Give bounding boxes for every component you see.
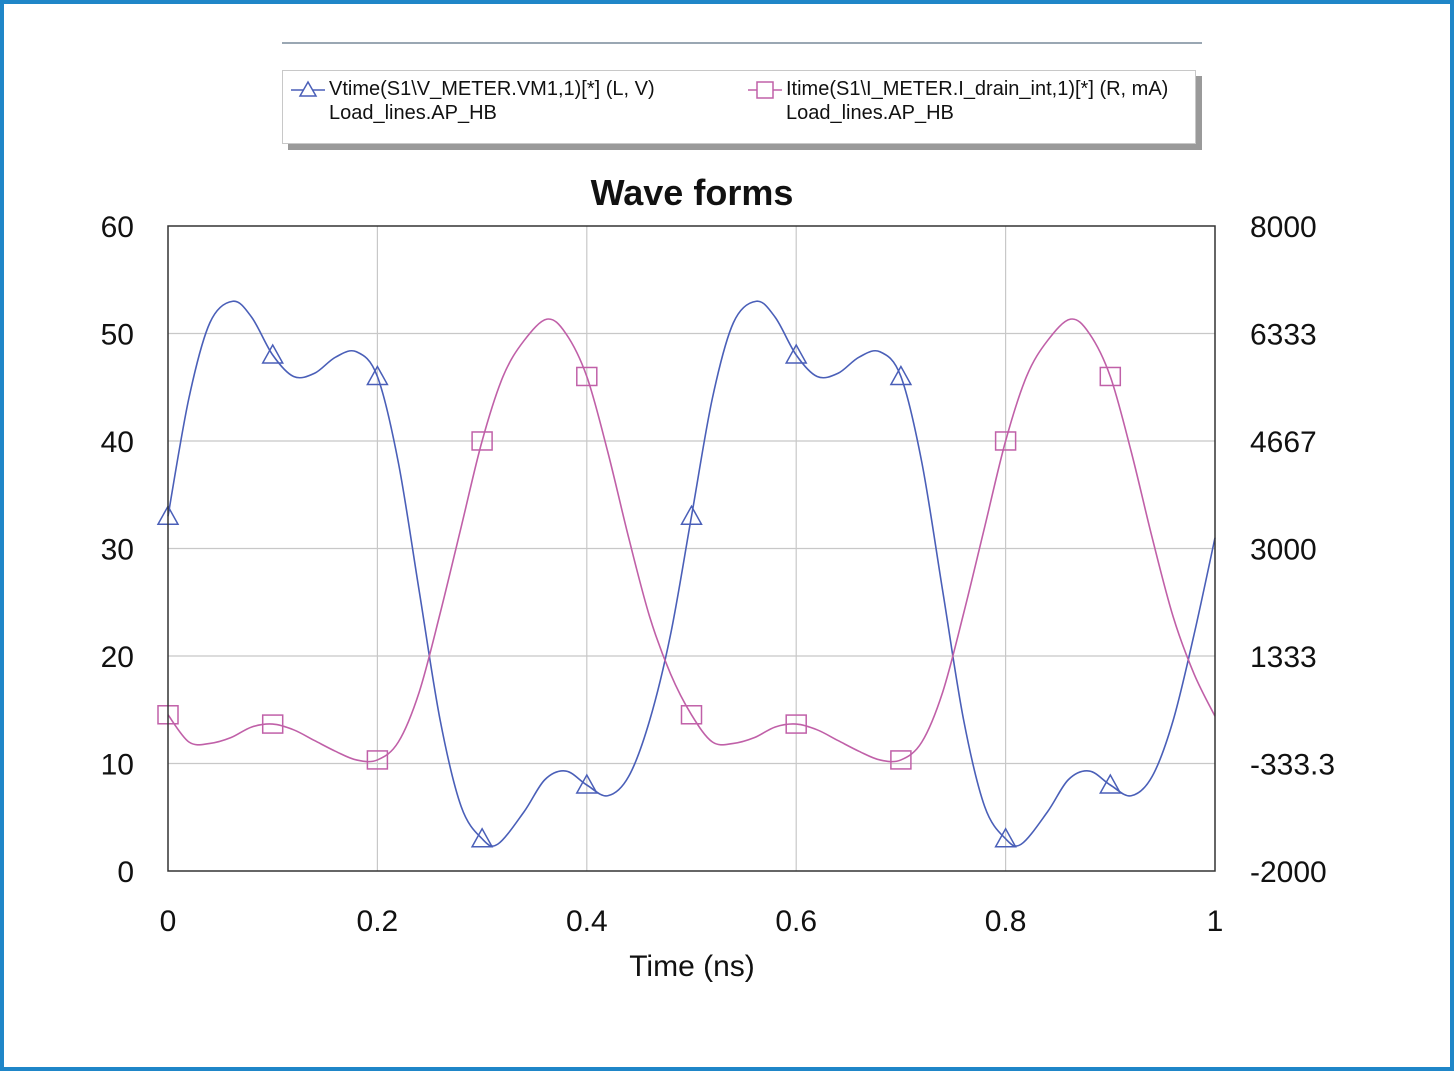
legend-label-vtime: Vtime(S1\V_METER.VM1,1)[*] (L, V): [329, 78, 655, 100]
x-axis-label: Time (ns): [629, 950, 755, 983]
vtime-triangle-marker: [1099, 773, 1122, 794]
x-tick-label: 0.8: [985, 905, 1027, 938]
vtime-triangle-marker: [784, 343, 808, 364]
legend-top-rule: [282, 42, 1202, 44]
x-tick-label: 0: [160, 905, 177, 938]
x-tick-label: 1: [1207, 905, 1224, 938]
y-tick-label-left: 30: [101, 534, 134, 567]
triangle-marker-icon: [291, 80, 325, 97]
waveform-chart: Wave forms 0 0.2 0.4 0.6 0.8 10102030405060-2…: [101, 172, 1335, 983]
y-tick-label-left: 0: [117, 856, 134, 889]
y-tick-label-right: 1333: [1250, 641, 1317, 674]
itime-square-marker: [366, 750, 389, 770]
y-tick-label-left: 20: [101, 641, 134, 674]
x-tick-label: 0.4: [566, 905, 608, 938]
itime-square-marker: [576, 366, 598, 387]
chart-legend: Vtime(S1\V_METER.VM1,1)[*] (L, V) Load_l…: [282, 70, 1196, 144]
y-tick-label-left: 10: [101, 749, 134, 782]
itime-square-marker: [261, 714, 284, 734]
vtime-triangle-marker: [889, 364, 913, 386]
marker-layer: [156, 343, 1122, 848]
vtime-triangle-marker: [994, 827, 1017, 848]
vtime-triangle-marker: [680, 504, 703, 525]
y-tick-label-right: -333.3: [1250, 749, 1335, 782]
vtime-triangle-marker: [366, 364, 389, 386]
vtime-triangle-marker: [261, 343, 284, 364]
y-tick-label-right: 6333: [1250, 319, 1317, 352]
vtime-triangle-marker: [575, 773, 599, 794]
x-tick-label: 0.2: [357, 905, 399, 938]
itime-square-marker: [785, 714, 807, 734]
square-marker-icon: [748, 80, 782, 99]
itime-square-marker: [471, 431, 493, 451]
itime-square-marker: [994, 431, 1017, 451]
y-tick-label-right: 8000: [1250, 211, 1317, 244]
y-tick-label-right: -2000: [1250, 856, 1327, 889]
series-layer: [167, 300, 1216, 847]
grid: [168, 226, 1215, 871]
legend-source-itime: Load_lines.AP_HB: [786, 102, 954, 124]
itime-square-marker: [1099, 366, 1122, 387]
legend-entry-itime: Itime(S1\I_METER.I_drain_int,1)[*] (R, m…: [748, 77, 1168, 125]
itime-square-marker: [680, 705, 703, 725]
vtime-triangle-marker: [470, 827, 494, 848]
y-tick-label-left: 40: [101, 426, 134, 459]
y-tick-label-left: 50: [101, 319, 134, 352]
y-tick-label-right: 3000: [1250, 534, 1317, 567]
y-tick-label-left: 60: [101, 211, 134, 244]
axes: 0 0.2 0.4 0.6 0.8 10102030405060-2000-333.313…: [101, 211, 1335, 938]
itime-square-marker: [890, 750, 912, 770]
chart-title: Wave forms: [591, 172, 794, 213]
plot-area-border: [167, 225, 1216, 872]
x-tick-label: 0.6: [775, 905, 817, 938]
legend-label-itime: Itime(S1\I_METER.I_drain_int,1)[*] (R, m…: [786, 78, 1169, 100]
series-line-triangle: [167, 300, 1216, 847]
series-line-square: [167, 318, 1216, 763]
legend-entry-vtime: Vtime(S1\V_METER.VM1,1)[*] (L, V) Load_l…: [291, 77, 655, 125]
legend-source-vtime: Load_lines.AP_HB: [329, 102, 497, 124]
y-tick-label-right: 4667: [1250, 426, 1317, 459]
